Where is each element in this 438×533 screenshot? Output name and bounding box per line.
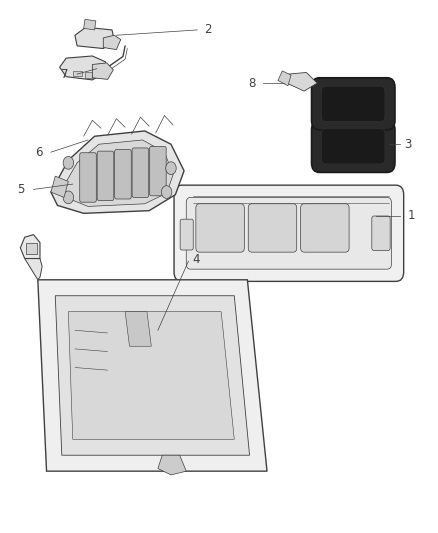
Polygon shape — [60, 56, 106, 80]
FancyBboxPatch shape — [300, 204, 349, 252]
Polygon shape — [51, 176, 68, 197]
FancyBboxPatch shape — [186, 197, 392, 269]
Polygon shape — [62, 140, 173, 206]
FancyBboxPatch shape — [132, 148, 149, 197]
Circle shape — [63, 157, 74, 169]
FancyBboxPatch shape — [115, 150, 131, 199]
Circle shape — [63, 191, 74, 204]
Text: 6: 6 — [35, 146, 42, 159]
FancyBboxPatch shape — [372, 216, 390, 251]
Polygon shape — [75, 27, 114, 49]
FancyBboxPatch shape — [180, 219, 193, 250]
FancyBboxPatch shape — [174, 185, 404, 281]
Text: 8: 8 — [249, 77, 256, 90]
FancyBboxPatch shape — [73, 71, 82, 76]
Text: 3: 3 — [405, 138, 412, 151]
Polygon shape — [125, 312, 151, 346]
Polygon shape — [20, 235, 40, 259]
Text: 1: 1 — [407, 209, 415, 222]
Polygon shape — [55, 296, 250, 455]
FancyBboxPatch shape — [321, 86, 385, 122]
Text: 4: 4 — [193, 253, 200, 266]
Polygon shape — [38, 280, 267, 471]
Circle shape — [166, 162, 176, 174]
FancyBboxPatch shape — [196, 204, 244, 252]
Polygon shape — [103, 35, 121, 50]
Polygon shape — [51, 131, 184, 213]
FancyBboxPatch shape — [321, 129, 385, 164]
Text: 2: 2 — [204, 23, 211, 36]
Text: 5: 5 — [18, 183, 25, 196]
Polygon shape — [278, 71, 291, 86]
Circle shape — [161, 185, 172, 198]
FancyBboxPatch shape — [97, 151, 114, 200]
FancyBboxPatch shape — [311, 78, 395, 130]
FancyBboxPatch shape — [248, 204, 297, 252]
Polygon shape — [287, 72, 317, 91]
Polygon shape — [25, 259, 42, 280]
FancyBboxPatch shape — [85, 72, 95, 78]
FancyBboxPatch shape — [26, 243, 37, 254]
FancyBboxPatch shape — [311, 120, 395, 172]
FancyBboxPatch shape — [150, 147, 166, 196]
Polygon shape — [158, 455, 186, 475]
FancyBboxPatch shape — [80, 153, 96, 202]
Text: 7: 7 — [61, 68, 68, 80]
Polygon shape — [68, 312, 234, 439]
Polygon shape — [92, 63, 113, 79]
Polygon shape — [84, 19, 96, 30]
